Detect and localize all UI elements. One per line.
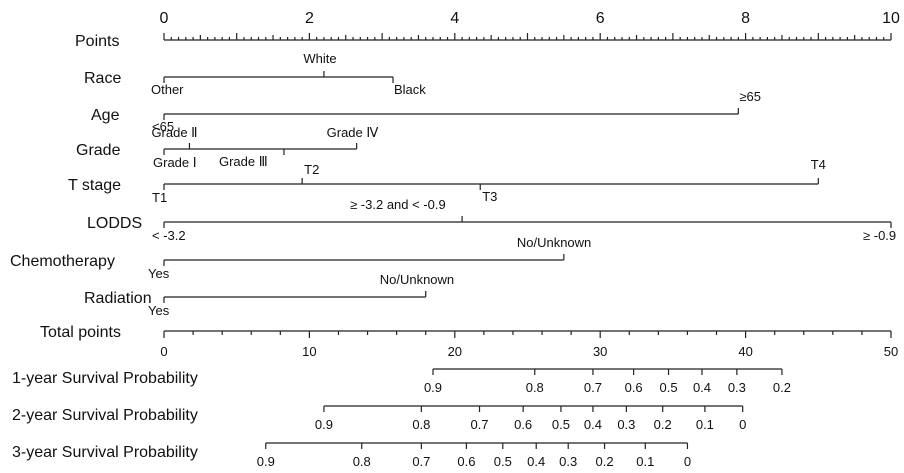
lodds-level-label: ≥ -0.9 — [863, 228, 896, 243]
points-axis-tick-label: 0 — [160, 10, 169, 27]
survival-3yr-tick-label: 0.6 — [457, 454, 475, 469]
chemotherapy-level-label: No/Unknown — [517, 235, 591, 250]
survival-2yr-tick-label: 0.2 — [654, 417, 672, 432]
points-axis-tick-label: 6 — [596, 10, 605, 27]
survival-1yr-tick-label: 0.3 — [728, 380, 746, 395]
t-stage-level-label: T4 — [811, 157, 826, 172]
survival-2yr-label: 2-year Survival Probability — [12, 407, 198, 424]
lodds-level-label: < -3.2 — [152, 228, 186, 243]
race-label: Race — [84, 70, 121, 87]
age-level-label: ≥65 — [739, 89, 761, 104]
t-stage-level-label: T3 — [482, 189, 497, 204]
grade-level-label: Grade Ⅲ — [219, 154, 268, 169]
t-stage-label: T stage — [68, 177, 121, 194]
survival-1yr-label: 1-year Survival Probability — [12, 370, 198, 387]
total-points-label: Total points — [40, 324, 121, 341]
total-points-tick-label: 50 — [884, 344, 898, 359]
total-points-tick-label: 10 — [302, 344, 316, 359]
grade-label: Grade — [76, 142, 121, 159]
survival-3yr-tick-label: 0 — [684, 454, 691, 469]
points-axis-tick-label: 10 — [882, 10, 900, 27]
chemotherapy-label: Chemotherapy — [10, 253, 115, 270]
survival-1yr-tick-label: 0.5 — [659, 380, 677, 395]
grade-level-label: Grade Ⅰ — [153, 155, 197, 170]
survival-2yr-tick-label: 0.4 — [584, 417, 602, 432]
survival-3yr-tick-label: 0.2 — [596, 454, 614, 469]
survival-3yr-tick-label: 0.3 — [559, 454, 577, 469]
points-axis-tick-label: 8 — [741, 10, 750, 27]
grade-level-label: Grade Ⅱ — [151, 125, 197, 140]
age-level-label: <65 — [152, 119, 174, 134]
points-axis-tick-label: 2 — [305, 10, 314, 27]
t-stage-level-label: T1 — [152, 190, 167, 205]
points-axis-label: Points — [75, 33, 119, 50]
survival-2yr-tick-label: 0.9 — [315, 417, 333, 432]
survival-2yr-tick-label: 0.3 — [617, 417, 635, 432]
radiation-level-label: Yes — [148, 303, 170, 318]
survival-3yr-tick-label: 0.1 — [636, 454, 654, 469]
age-label: Age — [91, 107, 120, 124]
points-axis-tick-label: 4 — [450, 10, 459, 27]
survival-3yr-label: 3-year Survival Probability — [12, 444, 198, 461]
survival-1yr-tick-label: 0.7 — [584, 380, 602, 395]
grade-level-label: Grade Ⅳ — [327, 125, 379, 140]
chemotherapy-level-label: Yes — [148, 266, 170, 281]
race-level-label: Black — [394, 82, 426, 97]
race-level-label: White — [303, 51, 336, 66]
lodds-level-label: ≥ -3.2 and < -0.9 — [350, 197, 446, 212]
survival-2yr-tick-label: 0.7 — [470, 417, 488, 432]
survival-2yr-tick-label: 0.6 — [514, 417, 532, 432]
survival-3yr-tick-label: 0.4 — [527, 454, 545, 469]
survival-3yr-tick-label: 0.7 — [412, 454, 430, 469]
survival-2yr-tick-label: 0.8 — [412, 417, 430, 432]
race-level-label: Other — [151, 82, 184, 97]
survival-3yr-tick-label: 0.8 — [353, 454, 371, 469]
total-points-tick-label: 20 — [448, 344, 462, 359]
survival-1yr-tick-label: 0.6 — [625, 380, 643, 395]
survival-1yr-tick-label: 0.4 — [693, 380, 711, 395]
survival-1yr-tick-label: 0.2 — [773, 380, 791, 395]
lodds-label: LODDS — [87, 215, 142, 232]
total-points-tick-label: 0 — [160, 344, 167, 359]
survival-1yr-tick-label: 0.8 — [526, 380, 544, 395]
radiation-label: Radiation — [84, 290, 152, 307]
radiation-level-label: No/Unknown — [380, 272, 454, 287]
t-stage-level-label: T2 — [304, 162, 319, 177]
survival-2yr-tick-label: 0 — [739, 417, 746, 432]
survival-1yr-tick-label: 0.9 — [424, 380, 442, 395]
survival-3yr-tick-label: 0.5 — [494, 454, 512, 469]
survival-2yr-tick-label: 0.5 — [552, 417, 570, 432]
total-points-tick-label: 30 — [593, 344, 607, 359]
survival-3yr-tick-label: 0.9 — [257, 454, 275, 469]
survival-2yr-tick-label: 0.1 — [696, 417, 714, 432]
total-points-tick-label: 40 — [738, 344, 752, 359]
